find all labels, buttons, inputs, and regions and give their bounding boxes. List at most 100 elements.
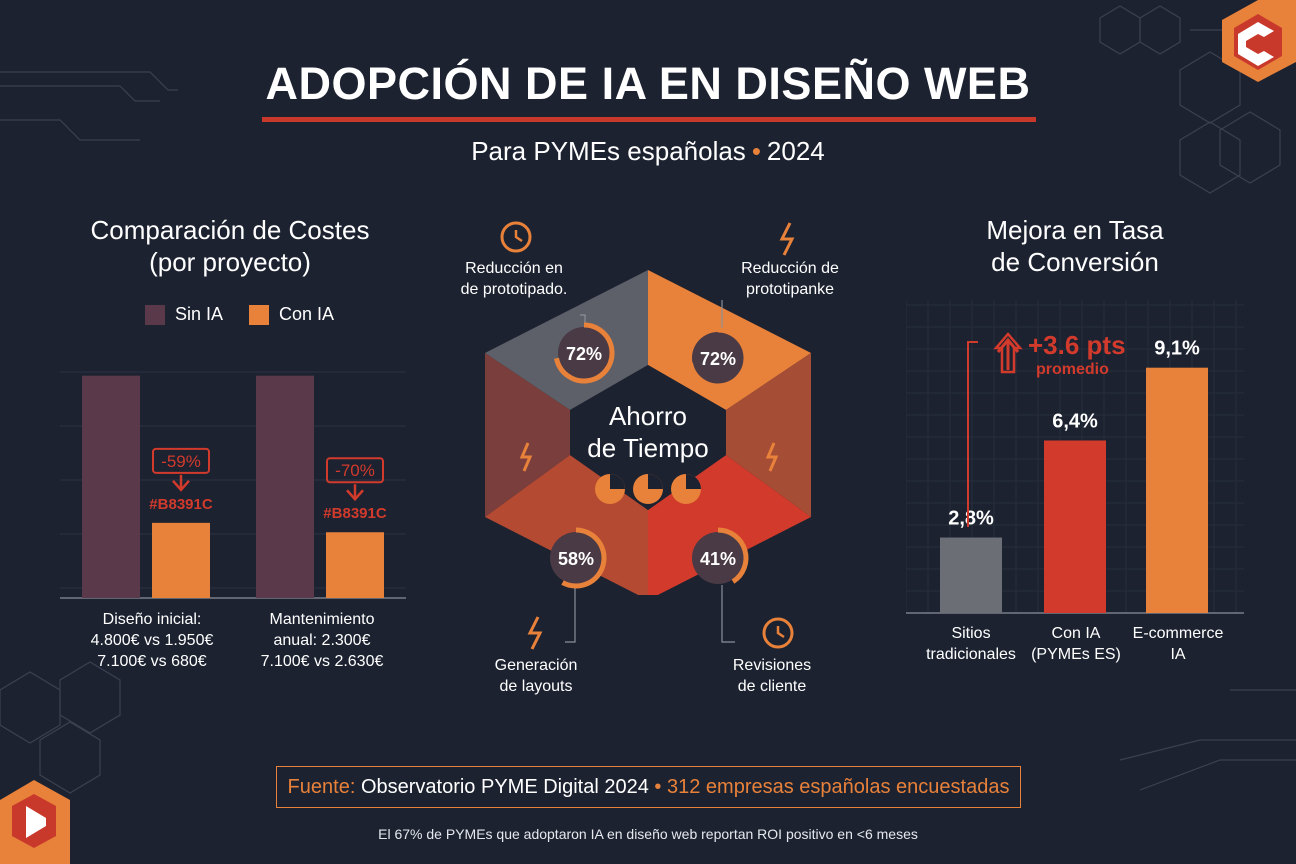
donut-percentage: 58%: [558, 549, 594, 569]
conversion-value-label: 6,4%: [1052, 410, 1098, 432]
percentage-donuts: 72% 72% 41% 58%: [550, 322, 749, 589]
change-value: -70%: [335, 461, 375, 480]
conversion-category-line: IA: [1170, 646, 1186, 663]
brand-logo-bottom: [0, 780, 70, 864]
hex-label-line: de cliente: [737, 678, 807, 695]
subtitle-year: 2024: [766, 136, 825, 166]
donut-progress: [561, 527, 607, 589]
conversion-value-label: 9,1%: [1154, 338, 1200, 360]
source-label: Fuente:: [287, 775, 356, 798]
hexagon-title-line-1: Ahorro: [609, 401, 687, 431]
conversion-category-label: Con IA (PYMEs ES): [1021, 623, 1131, 665]
donut-progress: [688, 327, 749, 389]
conversion-chart-title-line-1: Mejora en Tasa: [986, 215, 1164, 245]
page-subtitle: Para PYMEs españolas • 2024: [0, 136, 1296, 167]
callout-value: +3.6 pts: [1028, 330, 1126, 360]
page-title: ADOPCIÓN DE IA EN DISEÑO WEB: [265, 58, 1031, 109]
donut-percentage: 41%: [700, 549, 736, 569]
hex-label-bottom-right: Revisiones de cliente: [702, 655, 842, 697]
donut-percentage: 72%: [566, 344, 602, 364]
cost-category-line: 7.100€ vs 680€: [97, 653, 207, 670]
cost-chart-legend: Sin IA Con IA: [145, 304, 334, 325]
annotation-label: #B8391C: [323, 505, 387, 522]
donut-bg: [558, 327, 610, 379]
pie-icon-slice: [686, 474, 701, 489]
title-underline: [262, 117, 1036, 122]
conversion-category-line: (PYMEs ES): [1031, 646, 1121, 663]
subtitle-text: Para PYMEs españolas: [471, 136, 746, 166]
conversion-chart-title: Mejora en Tasa de Conversión: [900, 214, 1250, 278]
conversion-bar: [940, 537, 1002, 613]
lightning-icon: [765, 442, 779, 472]
hexagon-connectors: [500, 221, 795, 650]
footnote: El 67% de PYMEs que adoptaron IA en dise…: [378, 826, 918, 842]
hex-center: [570, 365, 726, 510]
bar-con-ia: [326, 532, 384, 598]
legend-swatch-con-ia: [249, 304, 270, 325]
pie-icons: [595, 474, 701, 504]
donut-bg: [692, 532, 744, 584]
cost-category-line: Mantenimiento: [269, 611, 375, 628]
conversion-chart-title-line-2: de Conversión: [991, 247, 1159, 277]
cost-category-line: Diseño inicial:: [102, 611, 202, 628]
hex-label-top-left: Reducción en de prototipado.: [444, 258, 584, 300]
cost-category-line: 7.100€ vs 2.630€: [260, 653, 384, 670]
donut-progress: [717, 527, 749, 584]
pie-icon-slice: [648, 474, 663, 489]
hex-label-bottom-left: Generación de layouts: [466, 655, 606, 697]
hex-label-line: Revisiones: [732, 657, 812, 674]
cost-category-label-mantenimiento: Mantenimiento anual: 2.300€ 7.100€ vs 2.…: [232, 609, 412, 672]
cost-chart: -59% #B8391C -70% #B8391C: [60, 371, 406, 599]
cost-chart-title: Comparación de Costes (por proyecto): [50, 214, 410, 278]
conversion-category-label: Sitios tradicionales: [916, 623, 1026, 665]
conversion-bar: [1146, 367, 1208, 613]
legend-label-con-ia: Con IA: [279, 304, 335, 324]
conversion-value-label: 2,8%: [948, 508, 994, 530]
bar-con-ia: [152, 522, 210, 598]
cost-category-line: 4.800€ vs 1.950€: [90, 632, 214, 649]
hex-segment-right: [726, 353, 811, 517]
cost-chart-title-line-2: (por proyecto): [149, 247, 311, 277]
change-value: -59%: [161, 452, 201, 471]
conversion-category-line: E-commerce: [1132, 625, 1224, 642]
conversion-category-line: tradicionales: [926, 646, 1016, 663]
pie-icon-slice: [610, 474, 625, 489]
callout-line: [967, 341, 978, 527]
hex-segment-left: [485, 353, 570, 517]
source-dot: •: [654, 775, 662, 798]
cost-category-label-diseno: Diseño inicial: 4.800€ vs 1.950€ 7.100€ …: [62, 609, 242, 672]
source-extra: 312 empresas españolas encuestadas: [667, 775, 1010, 798]
legend-swatch-sin-ia: [145, 304, 165, 325]
lightning-icon: [779, 222, 795, 256]
hex-label-line: Reducción de: [741, 260, 839, 277]
lightning-icon: [519, 442, 533, 472]
hex-label-top-right: Reducción de prototipanke: [720, 258, 860, 300]
hex-label-line: Reducción en: [465, 260, 563, 277]
cost-category-line: anual: 2.300€: [273, 632, 371, 649]
conversion-bar: [1044, 440, 1106, 613]
bar-sin-ia: [82, 375, 140, 598]
bar-sin-ia: [256, 375, 314, 598]
hex-label-line: prototipanke: [745, 281, 835, 298]
down-arrow-head: [346, 489, 364, 502]
up-arrow-outline: [993, 332, 1023, 374]
conversion-category-line: Con IA: [1051, 625, 1101, 642]
hex-label-line: de prototipado.: [460, 281, 568, 298]
legend-label-sin-ia: Sin IA: [175, 304, 224, 324]
donut-percentage: 72%: [700, 349, 736, 369]
annotation-label: #B8391C: [149, 496, 213, 513]
cost-chart-title-line-1: Comparación de Costes: [90, 215, 370, 245]
source-text: Observatorio PYME Digital 2024: [360, 775, 649, 798]
donut-bg: [550, 532, 602, 584]
hexagon-title-line-2: de Tiempo: [587, 433, 708, 463]
clock-icon: [500, 221, 532, 253]
donut-progress: [554, 322, 615, 384]
lightning-icon: [527, 616, 543, 650]
subtitle-dot: •: [751, 136, 761, 166]
callout-label: promedio: [1036, 361, 1109, 378]
clock-icon: [762, 617, 794, 649]
change-badge: [326, 457, 384, 484]
source-box: Fuente: Observatorio PYME Digital 2024 •…: [276, 766, 1021, 808]
conversion-category-line: Sitios: [951, 625, 991, 642]
